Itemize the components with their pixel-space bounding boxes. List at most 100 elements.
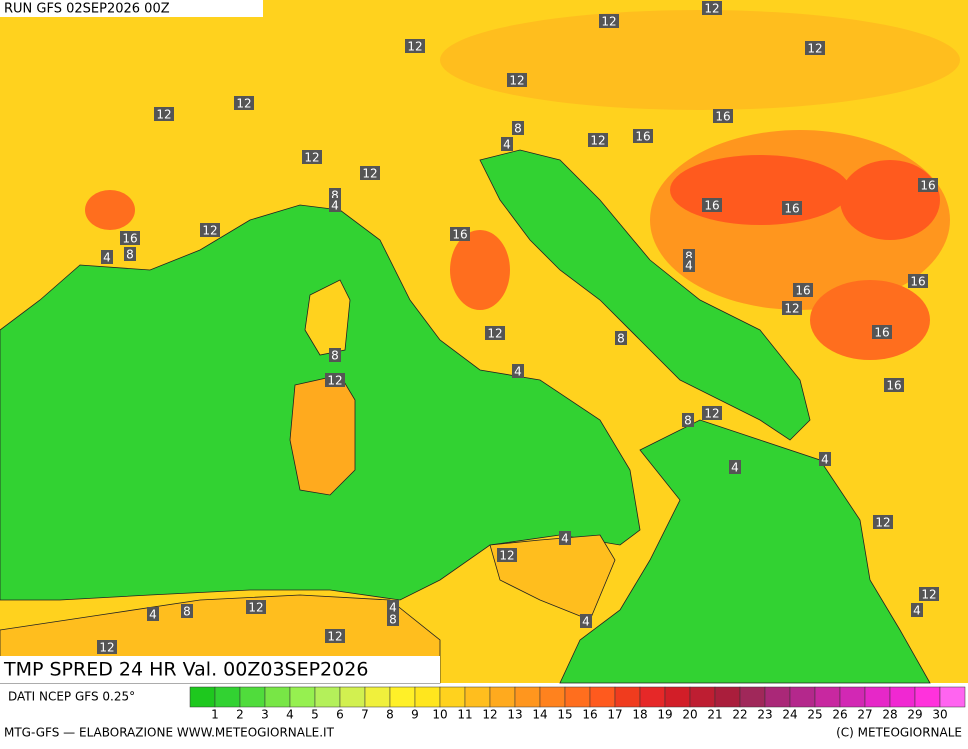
run-box	[0, 0, 263, 17]
contour-label: 16	[886, 379, 901, 393]
legend-value: 28	[882, 708, 897, 722]
label-box	[918, 178, 938, 192]
label-box	[682, 413, 694, 427]
label-box	[154, 107, 174, 121]
contour-label: 12	[875, 516, 890, 530]
label-box	[246, 600, 266, 614]
label-box	[599, 14, 619, 28]
label-box	[911, 603, 923, 617]
label-box	[588, 133, 608, 147]
heat-area	[810, 280, 930, 360]
label-box	[873, 515, 893, 529]
legend-swatch	[214, 686, 241, 708]
contour-label: 12	[590, 134, 605, 148]
label-box	[793, 283, 813, 297]
label-box	[120, 231, 140, 245]
contour-label: 12	[499, 549, 514, 563]
source-label: DATI NCEP GFS 0.25°	[8, 690, 135, 704]
legend-value: 3	[261, 708, 269, 722]
label-box	[302, 150, 322, 164]
label-box	[782, 301, 802, 315]
label-box	[501, 137, 513, 151]
legend-value: 16	[582, 708, 597, 722]
legend-value: 6	[336, 708, 344, 722]
contour-label: 12	[202, 224, 217, 238]
heat-area	[840, 160, 940, 240]
legend-value: 21	[707, 708, 722, 722]
legend-swatch	[714, 686, 741, 708]
contour-label: 8	[685, 250, 693, 264]
run-label: RUN GFS 02SEP2026 00Z	[4, 2, 170, 17]
contour-label: 12	[704, 407, 719, 421]
legend-swatch	[389, 686, 416, 708]
contour-label: 16	[704, 199, 719, 213]
contour-label: 8	[331, 349, 339, 363]
adriatic-sea	[479, 149, 811, 441]
contour-label: 12	[327, 630, 342, 644]
legend-swatch	[564, 686, 591, 708]
legend-value: 27	[857, 708, 872, 722]
contour-label: 4	[561, 532, 569, 546]
label-box	[325, 629, 345, 643]
label-box	[512, 121, 524, 135]
contour-label: 4	[731, 461, 739, 475]
legend-swatch	[489, 686, 516, 708]
legend-value: 4	[286, 708, 294, 722]
contour-label: 12	[601, 15, 616, 29]
legend-swatch	[464, 686, 491, 708]
label-box	[329, 198, 341, 212]
label-box	[805, 41, 825, 55]
contour-label: 12	[784, 302, 799, 316]
legend-swatch	[364, 686, 391, 708]
label-box	[485, 326, 505, 340]
label-box	[101, 250, 113, 264]
legend-value: 25	[807, 708, 822, 722]
legend-value: 22	[732, 708, 747, 722]
label-box	[702, 198, 722, 212]
label-box	[147, 607, 159, 621]
contour-label: 8	[126, 248, 134, 262]
contour-label: 16	[874, 326, 889, 340]
legend-swatch	[764, 686, 791, 708]
contour-label: 16	[452, 228, 467, 242]
legend-value: 12	[482, 708, 497, 722]
legend-value: 20	[682, 708, 697, 722]
legend-swatch	[539, 686, 566, 708]
label-box	[97, 640, 117, 654]
legend-swatch	[689, 686, 716, 708]
legend-value: 23	[757, 708, 772, 722]
ionian-sea	[559, 419, 931, 684]
legend-value: 19	[657, 708, 672, 722]
legend-value: 5	[311, 708, 319, 722]
legend-swatch	[889, 686, 916, 708]
contour-label: 4	[503, 138, 511, 152]
contour-label: 4	[149, 608, 157, 622]
legend-swatch	[839, 686, 866, 708]
heat-area	[450, 230, 510, 310]
label-box	[819, 452, 831, 466]
legend-value: 1	[211, 708, 219, 722]
label-box	[559, 531, 571, 545]
legend-value: 9	[411, 708, 419, 722]
legend-value: 30	[932, 708, 947, 722]
label-box	[702, 1, 722, 15]
legend-swatch	[314, 686, 341, 708]
legend-swatch	[914, 686, 941, 708]
contour-label: 12	[156, 108, 171, 122]
label-box	[872, 325, 892, 339]
contour-label: 4	[331, 199, 339, 213]
legend-swatch	[589, 686, 616, 708]
label-box	[405, 39, 425, 53]
contour-label: 12	[487, 327, 502, 341]
legend-value: 18	[632, 708, 647, 722]
label-box	[782, 201, 802, 215]
contour-label: 16	[920, 179, 935, 193]
label-box	[683, 258, 695, 272]
label-box	[702, 406, 722, 420]
legend-value: 29	[907, 708, 922, 722]
contour-label: 12	[362, 167, 377, 181]
legend-swatch	[789, 686, 816, 708]
legend-value: 13	[507, 708, 522, 722]
contour-label: 12	[407, 40, 422, 54]
